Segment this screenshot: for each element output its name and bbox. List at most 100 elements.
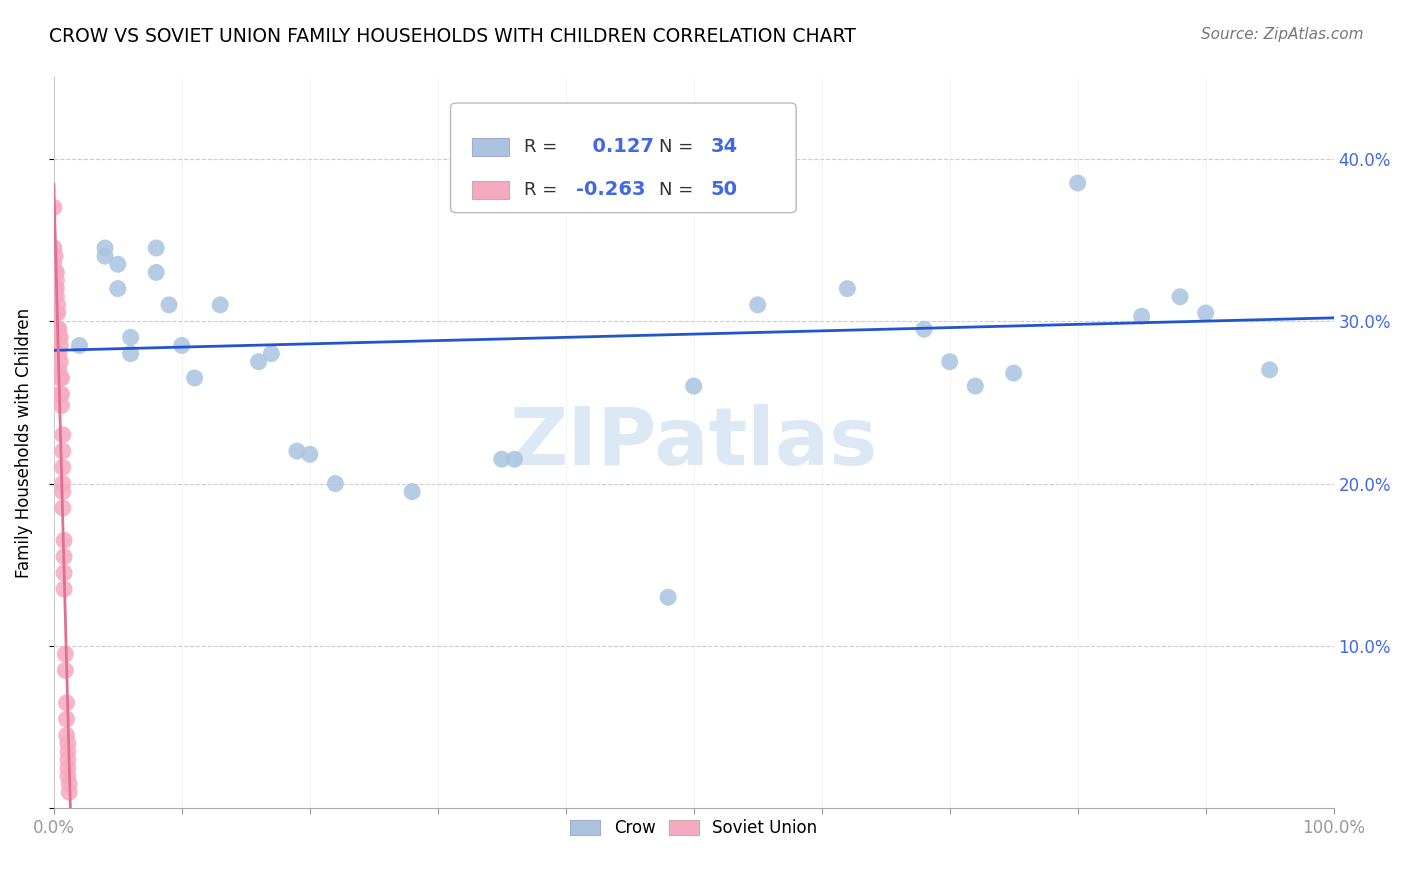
Point: [1258, 363, 1281, 377]
Point: [94, 241, 117, 255]
Point: [145, 241, 167, 255]
Point: [965, 379, 987, 393]
Point: [1168, 290, 1191, 304]
Text: 34: 34: [710, 137, 738, 156]
Point: [1130, 310, 1153, 324]
Text: R =: R =: [523, 181, 557, 199]
Point: [747, 298, 769, 312]
Point: [56, 753, 79, 767]
Text: 0.127: 0.127: [578, 137, 654, 156]
Point: [170, 338, 193, 352]
Point: [94, 249, 117, 263]
Point: [67, 338, 90, 352]
Point: [46, 306, 69, 320]
Point: [51, 399, 73, 413]
Point: [247, 355, 270, 369]
Point: [52, 476, 75, 491]
Point: [42, 257, 65, 271]
Point: [46, 298, 69, 312]
Point: [53, 549, 76, 564]
Point: [107, 257, 129, 271]
Bar: [472, 138, 509, 156]
Point: [325, 476, 347, 491]
Legend: Crow, Soviet Union: Crow, Soviet Union: [564, 813, 824, 844]
Point: [52, 427, 75, 442]
Point: [52, 460, 75, 475]
Point: [912, 322, 935, 336]
Point: [157, 298, 180, 312]
Point: [49, 338, 72, 352]
Text: N =: N =: [659, 137, 693, 156]
Text: -0.263: -0.263: [576, 180, 645, 199]
Point: [48, 330, 70, 344]
Text: 50: 50: [710, 180, 737, 199]
Point: [53, 533, 76, 548]
Point: [53, 566, 76, 580]
Point: [183, 371, 205, 385]
Point: [51, 387, 73, 401]
Point: [209, 298, 232, 312]
Point: [1066, 176, 1088, 190]
Point: [42, 290, 65, 304]
Point: [145, 265, 167, 279]
Point: [120, 346, 142, 360]
Point: [44, 282, 66, 296]
Point: [58, 785, 80, 799]
Point: [42, 201, 65, 215]
Point: [44, 265, 66, 279]
Point: [58, 777, 80, 791]
Point: [53, 664, 76, 678]
Text: R =: R =: [523, 137, 557, 156]
Point: [52, 484, 75, 499]
Point: [45, 282, 67, 296]
Point: [56, 761, 79, 775]
Point: [48, 363, 70, 377]
Point: [107, 282, 129, 296]
Point: [401, 484, 423, 499]
Point: [52, 500, 75, 515]
Point: [53, 647, 76, 661]
Point: [49, 371, 72, 385]
Point: [48, 322, 70, 336]
Text: N =: N =: [659, 181, 693, 199]
Point: [285, 444, 308, 458]
Point: [49, 355, 72, 369]
Point: [657, 591, 679, 605]
Point: [52, 444, 75, 458]
FancyBboxPatch shape: [450, 103, 796, 212]
Point: [45, 322, 67, 336]
Point: [51, 371, 73, 385]
Point: [45, 306, 67, 320]
Point: [55, 728, 77, 742]
Text: Source: ZipAtlas.com: Source: ZipAtlas.com: [1201, 27, 1364, 42]
Point: [837, 282, 859, 296]
Point: [53, 582, 76, 596]
Point: [503, 452, 526, 467]
Y-axis label: Family Households with Children: Family Households with Children: [15, 308, 32, 578]
Point: [45, 265, 67, 279]
Point: [55, 696, 77, 710]
Point: [1002, 366, 1025, 380]
Point: [298, 447, 321, 461]
Point: [49, 387, 72, 401]
Point: [260, 346, 283, 360]
Point: [120, 330, 142, 344]
Bar: [472, 181, 509, 199]
Point: [682, 379, 704, 393]
Point: [1195, 306, 1218, 320]
Point: [491, 452, 513, 467]
Point: [49, 330, 72, 344]
Text: CROW VS SOVIET UNION FAMILY HOUSEHOLDS WITH CHILDREN CORRELATION CHART: CROW VS SOVIET UNION FAMILY HOUSEHOLDS W…: [49, 27, 856, 45]
Point: [56, 736, 79, 750]
Point: [46, 322, 69, 336]
Point: [45, 273, 67, 287]
Point: [56, 745, 79, 759]
Point: [45, 290, 67, 304]
Point: [44, 249, 66, 263]
Point: [42, 241, 65, 255]
Point: [938, 355, 960, 369]
Point: [55, 712, 77, 726]
Point: [48, 346, 70, 360]
Point: [56, 769, 79, 783]
Text: ZIPatlas: ZIPatlas: [509, 404, 877, 482]
